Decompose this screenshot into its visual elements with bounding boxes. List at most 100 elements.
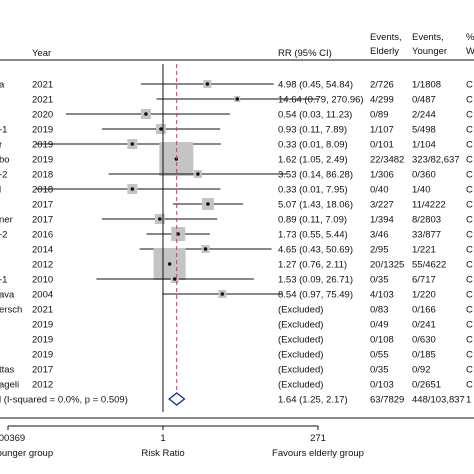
year-label: 2021	[32, 305, 53, 316]
weight-label: C	[466, 275, 473, 286]
x-axis-title: Risk Ratio	[141, 448, 184, 459]
rr-ci-label: 8.54 (0.97, 75.49)	[278, 290, 353, 301]
x-tick-label: 1	[160, 433, 165, 444]
year-label: 2014	[32, 245, 53, 256]
rr-ci-label: 0.93 (0.11, 7.89)	[278, 125, 347, 136]
rr-ci-label: 0.33 (0.01, 7.95)	[278, 185, 348, 196]
rr-ci-label: (Excluded)	[278, 305, 323, 316]
point-estimate	[159, 127, 163, 131]
point-estimate	[203, 247, 208, 251]
rr-ci-label: 0.33 (0.01, 8.09)	[278, 140, 348, 151]
rr-ci-label: 0.89 (0.11, 7.09)	[278, 215, 347, 226]
study-label: l	[0, 185, 1, 196]
events-younger-label: 1/40	[412, 185, 431, 196]
favours-right-label: Favours elderly group	[272, 448, 364, 459]
rr-ci-label: 1.53 (0.09, 26.71)	[278, 275, 353, 286]
events-younger-label: 8/2803	[412, 215, 441, 226]
year-label: 2016	[32, 230, 53, 241]
weight-label: C	[466, 305, 473, 316]
header-rr: RR (95% CI)	[278, 48, 332, 59]
events-younger-label: 0/92	[412, 365, 431, 376]
year-label: 2019	[32, 335, 53, 346]
weight-label: C	[466, 155, 473, 166]
point-estimate	[130, 142, 135, 146]
rr-ci-label: 1.27 (0.76, 2.11)	[278, 260, 347, 271]
events-younger-label: 0/166	[412, 305, 436, 316]
study-label: -2	[0, 230, 7, 241]
events-younger-label: 5/498	[412, 125, 436, 136]
study-label: ava	[0, 290, 15, 301]
year-label: 2019	[32, 350, 53, 361]
x-axis: 0.00369 1 271 Favours younger group Risk Rat…	[0, 64, 364, 459]
header-events-younger-2: Younger	[412, 46, 447, 57]
events-elderly-label: 0/101	[370, 140, 394, 151]
point-estimate	[206, 202, 210, 206]
year-label: 2012	[32, 260, 53, 271]
events-elderly-label: 0/108	[370, 335, 394, 346]
point-estimate	[205, 82, 210, 86]
weight-label: C	[466, 125, 473, 136]
weight-label: C	[466, 245, 473, 256]
events-elderly-label: 0/103	[370, 380, 394, 391]
events-elderly-label: 3/227	[370, 200, 394, 211]
year-label: 2021	[32, 95, 53, 106]
events-younger-label: 0/630	[412, 335, 436, 346]
study-label: bo	[0, 155, 10, 166]
point-estimate	[220, 292, 225, 296]
events-elderly-label: 0/40	[370, 185, 389, 196]
rr-ci-label: (Excluded)	[278, 335, 323, 346]
events-younger-label: 55/4622	[412, 260, 446, 271]
events-younger-label: 1/221	[412, 245, 436, 256]
overall-label: l (I-squared = 0.0%, p = 0.509)	[0, 395, 128, 406]
header-events-elderly-2: Elderly	[370, 46, 399, 57]
year-label: 2021	[32, 80, 53, 91]
weight-label: C	[466, 290, 473, 301]
year-label: 2019	[32, 320, 53, 331]
year-label: 2017	[32, 215, 53, 226]
rr-ci-label: 0.54 (0.03, 11.23)	[278, 110, 352, 121]
rr-ci-label: (Excluded)	[278, 320, 323, 331]
weight-label: C	[466, 215, 473, 226]
weight-label: C	[466, 380, 473, 391]
header-weight-1: %	[466, 32, 474, 43]
events-elderly-label: 4/299	[370, 95, 394, 106]
study-label: a	[0, 80, 5, 91]
weight-label: C	[466, 320, 473, 331]
point-estimate	[235, 97, 240, 101]
events-elderly-label: 0/89	[370, 110, 389, 121]
year-label: 2018	[32, 185, 53, 196]
weight-label: C	[466, 335, 473, 346]
events-younger-label: 0/2651	[412, 380, 441, 391]
point-estimate	[130, 187, 135, 191]
header-weight-2: W	[466, 46, 474, 57]
weight-label: C	[466, 140, 473, 151]
events-elderly-label: 1/107	[370, 125, 394, 136]
year-label: 2004	[32, 290, 53, 301]
study-label: -2	[0, 170, 7, 181]
rr-ci-label: 4.98 (0.45, 54.84)	[278, 80, 353, 91]
weight-label: C	[466, 110, 473, 121]
year-label: 2010	[32, 275, 53, 286]
overall-diamond	[168, 392, 186, 406]
events-younger-label: 323/82,637	[412, 155, 460, 166]
year-label: 2018	[32, 170, 53, 181]
rr-ci-label: (Excluded)	[278, 380, 323, 391]
rr-ci-label: (Excluded)	[278, 350, 323, 361]
x-tick-label: 0.00369	[0, 433, 25, 444]
events-elderly-label: 1/394	[370, 215, 394, 226]
weight-label: C	[466, 260, 473, 271]
events-elderly-label: 4/103	[370, 290, 394, 301]
rr-ci-label: (Excluded)	[278, 365, 323, 376]
rr-ci-label: 14.64 (0.79, 270.96)	[278, 95, 364, 106]
year-label: 2017	[32, 365, 53, 376]
header-events-elderly-1: Events,	[370, 32, 402, 43]
events-younger-label: 33/877	[412, 230, 441, 241]
weight-label: C	[466, 185, 473, 196]
rr-ci-label: 1.73 (0.55, 5.44)	[278, 230, 348, 241]
rr-ci-label: 3.53 (0.14, 86.28)	[278, 170, 353, 181]
events-younger-label: 11/4222	[412, 200, 446, 211]
year-label: 2020	[32, 110, 53, 121]
events-elderly-label: 1/306	[370, 170, 394, 181]
study-rows: a 2021 4.98 (0.45, 54.84) 2/726 1/1808 C 2021 1…	[0, 80, 473, 406]
